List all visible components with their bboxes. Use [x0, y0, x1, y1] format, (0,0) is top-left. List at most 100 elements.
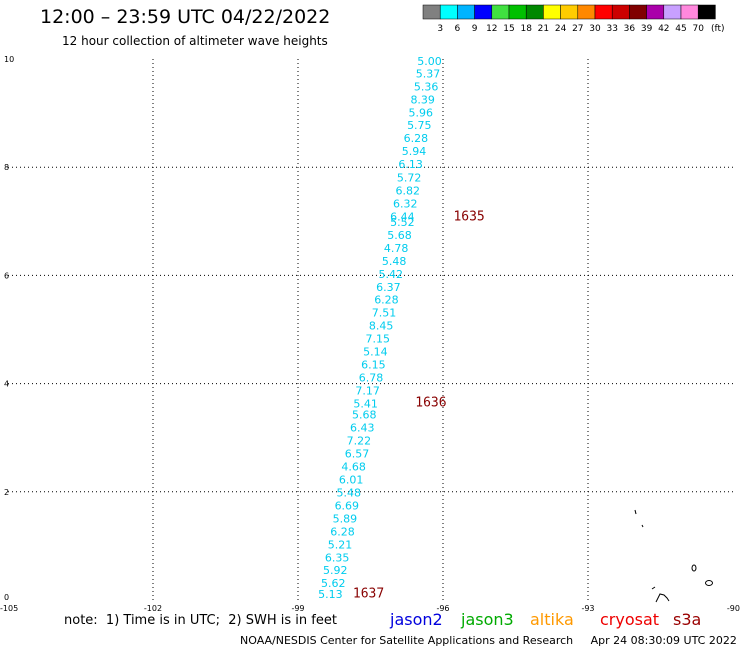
wave-height-label: 6.13 — [398, 158, 423, 171]
wave-height-label: 7.22 — [347, 434, 372, 447]
wave-height-points: 5.005.375.368.395.965.756.285.946.135.72… — [318, 55, 442, 601]
colorbar-swatch — [697, 4, 716, 20]
colorbar-tick-label: 21 — [538, 24, 549, 34]
wave-height-label: 6.57 — [345, 447, 370, 460]
y-tick-label: 6 — [4, 271, 9, 280]
legend-cryosat: cryosat — [600, 610, 660, 629]
grid-lines — [8, 59, 733, 600]
x-tick-label: -105 — [0, 604, 18, 613]
colorbar: 3 6 9 12 15 18 21 24 27 30 33 36 39 42 45 70 (ft) — [422, 4, 725, 34]
colorbar-swatch — [422, 4, 441, 20]
colorbar-swatch — [560, 4, 579, 20]
wave-height-label: 6.37 — [376, 281, 401, 294]
wave-height-label: 6.32 — [393, 197, 418, 210]
colorbar-swatch — [491, 4, 510, 20]
wave-height-label: 7.17 — [355, 385, 380, 398]
wave-height-label: 5.21 — [328, 538, 353, 551]
colorbar-swatch — [543, 4, 561, 20]
wave-height-label: 6.35 — [325, 551, 350, 564]
colorbar-unit-label: (ft) — [711, 24, 725, 34]
colorbar-tick-label: 45 — [675, 24, 686, 34]
x-tick-label: -93 — [581, 604, 594, 613]
wave-height-label: 5.75 — [407, 119, 432, 132]
wave-height-label: 5.72 — [397, 171, 422, 184]
wave-height-label: 5.68 — [387, 229, 412, 242]
wave-height-label: 5.14 — [363, 346, 388, 359]
time-annotation: 1637 — [353, 586, 384, 601]
wave-height-label: 6.28 — [330, 525, 355, 538]
x-tick-label: -96 — [436, 604, 449, 613]
colorbar-swatch — [611, 4, 630, 20]
wave-height-label: 5.48 — [382, 255, 407, 268]
colorbar-swatch — [663, 4, 682, 20]
legend-altika: altika — [530, 610, 574, 629]
wave-height-label: 5.92 — [323, 564, 348, 577]
wave-height-label: 6.82 — [395, 184, 420, 197]
colorbar-tick-label: 6 — [455, 24, 461, 34]
wave-height-label: 7.51 — [372, 307, 397, 320]
y-tick-label: 4 — [4, 380, 9, 389]
y-tick-label: 0 — [4, 593, 9, 602]
colorbar-tick-label: 3 — [437, 24, 443, 34]
wave-height-label: 8.39 — [410, 94, 435, 107]
credit-line: NOAA/NESDIS Center for Satellite Applica… — [240, 634, 737, 647]
wave-height-label: 5.41 — [353, 398, 378, 411]
colorbar-swatch — [680, 4, 699, 20]
colorbar-tick-label: 18 — [520, 24, 532, 34]
colorbar-tick-label: 36 — [624, 24, 636, 34]
wave-height-label: 5.96 — [409, 107, 434, 120]
wave-height-label: 5.94 — [402, 145, 427, 158]
wave-height-label: 5.13 — [318, 588, 343, 601]
legend-jason3: jason3 — [461, 610, 514, 629]
colorbar-swatch — [525, 4, 544, 20]
wave-height-label: 5.52 — [390, 216, 415, 229]
wave-height-label: 5.42 — [379, 268, 404, 281]
colorbar-tick-label: 30 — [589, 24, 601, 34]
y-tick-label: 8 — [4, 163, 9, 172]
x-tick-label: -99 — [291, 604, 304, 613]
wave-height-label: 4.68 — [341, 460, 366, 473]
wave-height-label: 6.01 — [339, 473, 364, 486]
colorbar-swatch — [439, 4, 458, 20]
wave-height-label: 5.68 — [352, 408, 377, 421]
page-subtitle: 12 hour collection of altimeter wave hei… — [62, 34, 328, 48]
colorbar-tick-label: 12 — [486, 24, 497, 34]
axis-ticks: -105 -102 -99 -96 -93 -90 0 2 4 6 8 10 — [0, 55, 740, 613]
x-tick-label: -90 — [727, 604, 740, 613]
y-tick-label: 10 — [4, 55, 14, 64]
time-annotation: 1636 — [415, 395, 446, 410]
page-title: 12:00 – 23:59 UTC 04/22/2022 — [40, 6, 331, 28]
colorbar-tick-label: 70 — [692, 24, 704, 34]
wave-height-label: 6.43 — [350, 421, 375, 434]
wave-height-label: 5.89 — [333, 512, 358, 525]
wave-height-label: 6.28 — [404, 132, 429, 145]
wave-height-label: 6.44 — [390, 210, 415, 223]
wave-height-label: 5.48 — [337, 486, 362, 499]
wave-height-label: 6.78 — [359, 372, 384, 385]
colorbar-tick-label: 24 — [555, 24, 567, 34]
colorbar-tick-label: 9 — [472, 24, 478, 34]
wave-height-label: 5.62 — [321, 577, 346, 590]
colorbar-swatch — [457, 4, 475, 20]
legend-jason2: jason2 — [390, 610, 443, 629]
wave-height-label: 7.15 — [366, 333, 391, 346]
wave-height-label: 6.28 — [374, 294, 399, 307]
time-annotations: 1635 1636 1637 — [353, 209, 485, 601]
wave-height-label: 5.00 — [417, 55, 442, 68]
colorbar-swatch — [474, 4, 493, 20]
x-tick-label: -102 — [144, 604, 162, 613]
coastline-fragments — [634, 509, 713, 603]
colorbar-swatch — [646, 4, 665, 20]
wave-height-label: 6.69 — [335, 499, 360, 512]
wave-height-label: 5.37 — [416, 68, 441, 81]
wave-height-label: 8.45 — [369, 320, 394, 333]
colorbar-swatch — [577, 4, 596, 20]
legend-s3a: s3a — [673, 610, 702, 629]
colorbar-tick-label: 42 — [658, 24, 669, 34]
wave-height-label: 6.15 — [361, 359, 386, 372]
colorbar-swatch — [508, 4, 527, 20]
colorbar-tick-label: 15 — [503, 24, 514, 34]
colorbar-tick-label: 27 — [572, 24, 583, 34]
footnote: note: 1) Time is in UTC; 2) SWH is in fe… — [64, 613, 337, 628]
